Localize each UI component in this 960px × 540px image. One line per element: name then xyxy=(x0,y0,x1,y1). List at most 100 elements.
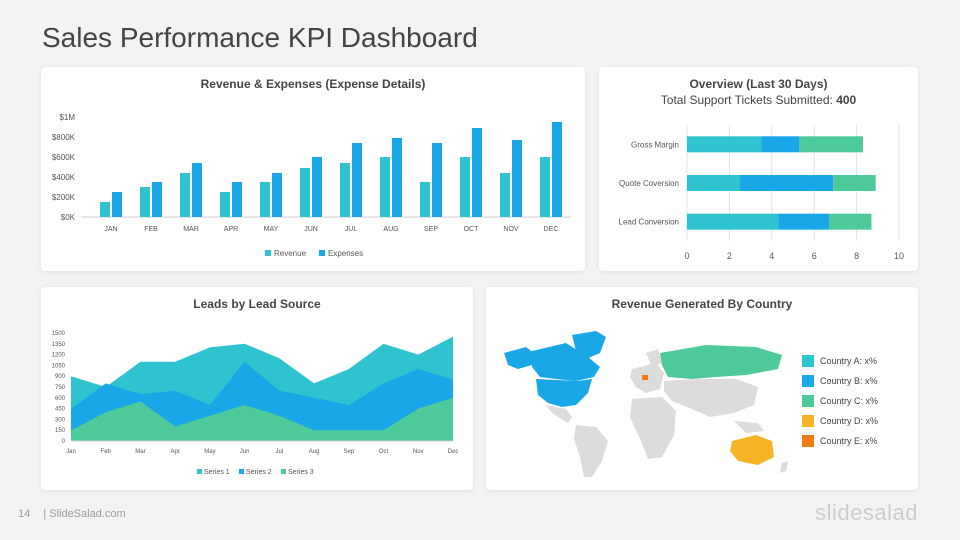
map-legend-item: Country D: x% xyxy=(802,415,878,427)
stacked-segment xyxy=(829,213,872,230)
map-legend-item: Country C: x% xyxy=(802,395,878,407)
bar-expenses xyxy=(512,140,522,217)
footer: 14 | SlideSalad.com xyxy=(18,508,126,520)
stacked-segment xyxy=(687,175,740,191)
bar-revenue xyxy=(420,182,430,217)
revenue-expenses-card: Revenue & Expenses (Expense Details) $0K… xyxy=(41,67,585,271)
x-tick-label: JUN xyxy=(304,226,318,233)
page-number: 14 xyxy=(18,508,31,520)
map-africa xyxy=(630,397,676,459)
y-tick-label: $200K xyxy=(52,193,76,202)
bar-expenses xyxy=(432,143,442,217)
country-title: Revenue Generated By Country xyxy=(611,297,793,311)
x-tick-label: MAR xyxy=(183,226,199,233)
x-tick-label: OCT xyxy=(464,226,480,233)
map-alaska xyxy=(504,347,534,369)
legend-swatch xyxy=(802,355,814,367)
category-label: Gross Margin xyxy=(631,140,679,149)
bar-revenue xyxy=(180,173,190,217)
x-tick-label: Jan xyxy=(66,449,76,455)
legend-swatch xyxy=(802,435,814,447)
x-tick-label: SEP xyxy=(424,226,438,233)
y-tick-label: 1500 xyxy=(52,331,66,337)
y-tick-label: 1350 xyxy=(52,342,66,348)
legend-label: Country D: x% xyxy=(820,416,879,426)
map-south-america xyxy=(574,425,608,477)
x-tick-label: 10 xyxy=(894,251,904,261)
legend-label: Series 1 xyxy=(204,469,230,476)
map-asia xyxy=(664,379,758,417)
x-tick-label: AUG xyxy=(383,226,398,233)
x-tick-label: Jun xyxy=(240,449,250,455)
legend-label: Expenses xyxy=(328,249,363,258)
y-tick-label: 450 xyxy=(55,407,66,413)
bar-revenue xyxy=(260,182,270,217)
map-legend-item: Country A: x% xyxy=(802,355,877,367)
x-tick-label: Feb xyxy=(101,449,112,455)
map-greenland xyxy=(572,331,606,359)
y-tick-label: 1050 xyxy=(52,363,66,369)
bar-expenses xyxy=(112,192,122,217)
x-tick-label: Sep xyxy=(343,449,354,455)
stacked-segment xyxy=(687,213,779,230)
leads-title: Leads by Lead Source xyxy=(193,297,321,311)
map-australia xyxy=(730,435,774,465)
bar-expenses xyxy=(472,128,482,217)
map-canada xyxy=(532,343,600,381)
x-tick-label: Nov xyxy=(413,449,424,455)
stacked-segment xyxy=(833,175,876,191)
legend-swatch xyxy=(281,469,286,474)
legend-swatch xyxy=(802,415,814,427)
legend-swatch xyxy=(197,469,202,474)
x-tick-label: Oct xyxy=(379,449,389,455)
country-card: Revenue Generated By Country Country A: … xyxy=(486,287,918,490)
legend-swatch xyxy=(239,469,244,474)
bar-revenue xyxy=(300,168,310,217)
bar-revenue xyxy=(140,187,150,217)
y-tick-label: $1M xyxy=(59,113,75,122)
map-legend-item: Country B: x% xyxy=(802,375,878,387)
legend-swatch xyxy=(802,375,814,387)
bar-revenue xyxy=(100,202,110,217)
world-map xyxy=(504,331,788,477)
legend-swatch xyxy=(265,250,271,256)
map-usa xyxy=(536,379,592,407)
x-tick-label: May xyxy=(204,449,215,455)
bar-expenses xyxy=(352,143,362,217)
leads-chart: 0 150 300 450 600 750 900 1050 1200 1350 1500 Jan Fe… xyxy=(52,331,459,476)
x-tick-label: 8 xyxy=(854,251,859,261)
tickets-label: Total Support Tickets Submitted: xyxy=(660,93,833,107)
bar-revenue xyxy=(220,192,230,217)
y-tick-label: 300 xyxy=(55,417,66,423)
bar-revenue xyxy=(380,157,390,217)
footer-text: | SlideSalad.com xyxy=(43,508,126,520)
stacked-segment xyxy=(799,136,863,153)
revenue-expenses-chart: $0K $200K $400K $600K $800K $1M JAN FEB MAR APR MA… xyxy=(52,113,571,258)
x-tick-label: APR xyxy=(224,226,238,233)
revenue-expenses-title: Revenue & Expenses (Expense Details) xyxy=(200,77,426,91)
x-tick-label: 0 xyxy=(684,251,689,261)
bar-expenses xyxy=(192,163,202,217)
legend-label: Country B: x% xyxy=(820,376,878,386)
overview-subtitle: Total Support Tickets Submitted: 400 xyxy=(599,93,918,107)
x-tick-label: Mar xyxy=(135,449,145,455)
y-tick-label: 600 xyxy=(55,396,66,402)
stacked-segment xyxy=(761,136,800,153)
legend-label: Country A: x% xyxy=(820,356,878,366)
y-tick-label: 1200 xyxy=(52,353,66,359)
x-tick-label: NOV xyxy=(503,226,519,233)
x-tick-label: 2 xyxy=(727,251,732,261)
bar-expenses xyxy=(552,122,562,217)
overview-card: Overview (Last 30 Days) Total Support Ti… xyxy=(599,67,918,271)
y-tick-label: $0K xyxy=(61,213,76,222)
stacked-segment xyxy=(687,136,762,153)
bar-revenue xyxy=(500,173,510,217)
bar-revenue xyxy=(540,157,550,217)
x-tick-label: MAY xyxy=(264,226,279,233)
stacked-segment xyxy=(778,213,830,230)
category-label: Lead Conversion xyxy=(619,218,679,227)
overview-title: Overview (Last 30 Days) xyxy=(689,77,828,91)
legend-label: Country C: x% xyxy=(820,396,879,406)
x-tick-label: Dec xyxy=(448,449,459,455)
legend-label: Series 3 xyxy=(288,469,314,476)
